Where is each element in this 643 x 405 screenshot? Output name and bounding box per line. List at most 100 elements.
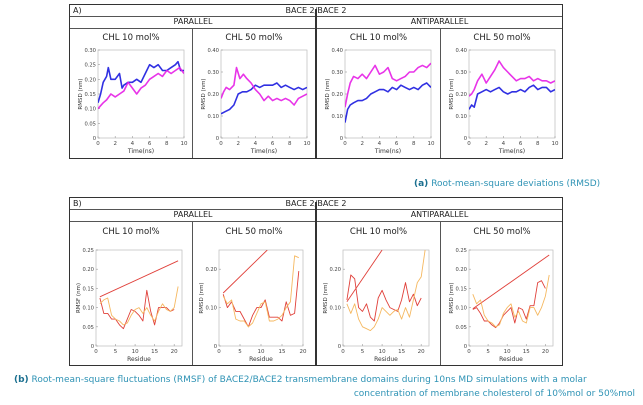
y-tick-label: 0.30 [84,48,96,54]
y-tick-label: 0.30 [331,70,343,76]
series-line-magenta [98,66,184,110]
caption-label: (a) [414,179,429,189]
series-line-orange [472,274,550,328]
y-tick-label: 0.20 [207,92,219,98]
y-tick-label: 0.20 [84,77,96,83]
y-tick-label: 0.30 [455,70,467,76]
x-tick-label: 8 [412,141,416,147]
series-line-magenta [469,60,555,97]
x-tick-label: 2 [360,141,364,147]
x-tick-label: 2 [113,141,117,147]
plot-area [95,249,183,347]
panel-title: CHL 50 mol% [473,33,531,43]
figure-a-divider [315,9,317,158]
y-tick-label: 0 [91,344,94,350]
y-tick-label: 0 [464,136,467,142]
chart-svg: 0 0.10 0.20 0.30 0.40 0 2 4 6 8 10 Time(ns) RMSD (nm… [325,48,435,155]
y-tick-label: 0.20 [331,92,343,98]
x-tick-label: 5 [238,349,242,355]
x-tick-label: 0 [467,141,471,147]
rmsf-panel-parallel-chl50: CHL 50 mol% 0 0.10 0.20 0 5 10 15 20 Residue RMSD … [193,222,315,366]
figure-a-tag: A) [73,6,82,15]
plot-area [342,249,430,347]
x-tick-label: 2 [236,141,240,147]
x-tick-label: 8 [288,141,292,147]
y-axis-label: RMSD (nm) [325,78,331,109]
y-tick-label: 0 [338,344,341,350]
x-tick-label: 10 [181,141,188,147]
series-line-red [222,271,300,328]
y-tick-label: 0.40 [331,48,343,54]
y-tick-label: 0.30 [207,70,219,76]
chart-svg: 0 0.10 0.20 0 5 10 15 20 Residue RMSD (nm) [199,249,307,363]
y-tick-label: 0 [214,344,217,350]
series-line-magenta [221,66,307,106]
x-tick-label: 20 [418,349,425,355]
y-tick-label: 0.20 [329,267,341,273]
series-line-trend [99,260,179,298]
y-tick-label: 0.05 [84,121,96,127]
x-tick-label: 6 [148,141,152,147]
x-tick-label: 4 [254,141,258,147]
y-tick-label: 0.15 [455,286,467,292]
figure-a-caption: (a) Root-mean-square deviations (RMSD) [414,179,600,189]
y-tick-label: 0.10 [84,107,96,113]
figure-b-subdivider [440,222,441,365]
x-tick-label: 10 [552,141,559,147]
x-tick-label: 15 [279,349,286,355]
figure-b-caption-line1: (b) Root-mean-square fluctuations (RMSF)… [14,375,587,385]
figure-b-subdivider [192,222,193,365]
figure-a-subdivider [440,29,441,158]
y-axis-label: RMSF (nm) [76,283,82,313]
y-tick-label: 0.10 [207,114,219,120]
chart-svg: 0 0.10 0.20 0 5 10 15 20 Residue RMSD (nm) [323,249,430,363]
series-line-red [99,289,175,330]
series-line-red [472,280,546,329]
figure-b-caption-line2: concentration of membrane cholesterol of… [353,389,635,399]
rmsd-panel-antiparallel-chl50: CHL 50 mol% 0 0.10 0.20 0.30 0.40 0 2 4 6 8 10 Time(… [441,29,563,159]
series-line-blue [469,84,555,110]
x-tick-label: 0 [217,349,221,355]
x-tick-label: 0 [343,141,347,147]
y-tick-label: 0.15 [82,286,94,292]
series-line-trend [222,250,268,294]
y-tick-label: 0.40 [455,48,467,54]
y-tick-label: 0.10 [82,306,94,312]
x-tick-label: 10 [504,349,511,355]
x-tick-label: 0 [341,349,345,355]
plot-area [468,49,556,139]
panel-title: CHL 50 mol% [225,227,283,237]
panel-title: CHL 10 mol% [102,227,160,237]
series-line-orange [346,250,426,332]
rmsf-panel-antiparallel-chl50: CHL 50 mol% 0 0.05 0.10 0.15 0.20 0.25 0 5 10 15 20… [441,222,563,366]
y-tick-label: 0.10 [329,306,341,312]
x-tick-label: 10 [428,141,435,147]
x-axis-label: Time(ns) [250,148,277,155]
y-tick-label: 0.10 [205,306,217,312]
y-tick-label: 0.15 [84,92,96,98]
figure-a-subdivider [192,29,193,158]
x-tick-label: 0 [94,349,98,355]
series-line-blue [98,60,184,104]
series-line-orange [222,255,299,328]
y-tick-label: 0.10 [331,114,343,120]
panel-title: CHL 10 mol% [349,33,408,43]
plot-area [344,49,432,139]
y-axis-label: RMSD (nm) [449,282,455,313]
figure-a-group-parallel: PARALLEL [70,16,316,29]
figure-b-tag: B) [73,199,82,208]
y-tick-label: 0 [340,136,343,142]
x-tick-label: 6 [395,141,399,147]
x-tick-label: 10 [379,349,386,355]
x-axis-label: Time(ns) [127,148,154,155]
rmsd-panel-antiparallel-chl10: CHL 10 mol% 0 0.10 0.20 0.30 0.40 0 2 4 6 8 10 Time(… [317,29,440,159]
x-tick-label: 4 [502,141,506,147]
rmsf-panel-parallel-chl10: CHL 10 mol% 0 0.05 0.10 0.15 0.20 0.25 0 5 10 15 20… [70,222,192,366]
y-tick-label: 0.25 [84,63,96,69]
x-tick-label: 15 [523,349,530,355]
chart-svg: 0 0.05 0.10 0.15 0.20 0.25 0 5 10 15 20 Residue RMSD… [449,248,554,363]
x-axis-label: Time(ns) [498,148,525,155]
caption-text: Root-mean-square deviations (RMSD) [431,179,601,189]
x-tick-label: 15 [151,349,158,355]
y-tick-label: 0.05 [82,325,94,331]
